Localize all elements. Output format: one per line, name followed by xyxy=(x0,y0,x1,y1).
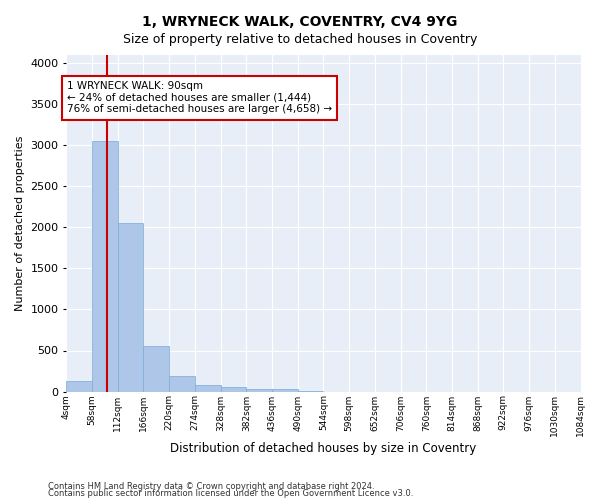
Bar xyxy=(272,389,298,392)
Bar xyxy=(92,141,118,392)
Text: Contains public sector information licensed under the Open Government Licence v3: Contains public sector information licen… xyxy=(48,490,413,498)
Bar xyxy=(246,388,272,392)
Text: 1 WRYNECK WALK: 90sqm
← 24% of detached houses are smaller (1,444)
76% of semi-d: 1 WRYNECK WALK: 90sqm ← 24% of detached … xyxy=(67,82,332,114)
Bar xyxy=(67,381,92,392)
Bar xyxy=(143,346,169,392)
Bar xyxy=(195,386,221,392)
Bar xyxy=(169,376,195,392)
Text: 1, WRYNECK WALK, COVENTRY, CV4 9YG: 1, WRYNECK WALK, COVENTRY, CV4 9YG xyxy=(142,15,458,29)
Text: Contains HM Land Registry data © Crown copyright and database right 2024.: Contains HM Land Registry data © Crown c… xyxy=(48,482,374,491)
Text: Size of property relative to detached houses in Coventry: Size of property relative to detached ho… xyxy=(123,32,477,46)
Y-axis label: Number of detached properties: Number of detached properties xyxy=(15,136,25,311)
Bar xyxy=(221,388,246,392)
Bar xyxy=(118,223,143,392)
X-axis label: Distribution of detached houses by size in Coventry: Distribution of detached houses by size … xyxy=(170,442,476,455)
